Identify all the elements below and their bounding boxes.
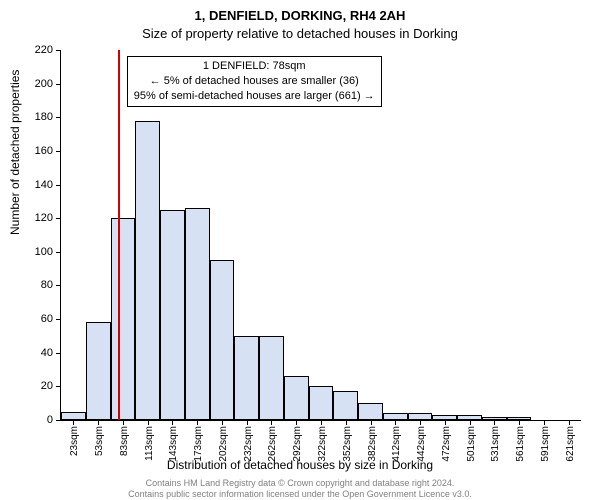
x-tick-label: 561sqm xyxy=(515,426,526,462)
x-tick-label: 412sqm xyxy=(391,426,402,462)
y-tick-label: 120 xyxy=(35,212,53,224)
x-tick-label: 113sqm xyxy=(144,426,155,461)
x-tick xyxy=(98,420,99,425)
x-tick-label: 621sqm xyxy=(565,426,576,462)
x-tick-label: 143sqm xyxy=(168,426,179,462)
y-tick-label: 0 xyxy=(47,414,53,426)
y-tick xyxy=(56,386,61,387)
y-tick xyxy=(56,117,61,118)
y-tick-label: 160 xyxy=(35,145,53,157)
plot-area: 1 DENFIELD: 78sqm ← 5% of detached house… xyxy=(60,50,581,421)
y-tick xyxy=(56,252,61,253)
x-tick-label: 23sqm xyxy=(69,426,80,456)
y-tick-label: 220 xyxy=(35,44,53,56)
x-tick xyxy=(470,420,471,425)
x-tick-label: 501sqm xyxy=(466,426,477,462)
x-tick xyxy=(172,420,173,425)
x-tick xyxy=(544,420,545,425)
annotation-line-3: 95% of semi-detached houses are larger (… xyxy=(134,89,375,104)
x-tick xyxy=(123,420,124,425)
title-line-1: 1, DENFIELD, DORKING, RH4 2AH xyxy=(0,8,600,23)
y-tick-label: 60 xyxy=(41,313,53,325)
x-tick xyxy=(494,420,495,425)
histogram-bar xyxy=(284,376,309,420)
y-axis-title: Number of detached properties xyxy=(8,70,22,235)
x-tick-label: 173sqm xyxy=(193,426,204,462)
histogram-bar xyxy=(383,413,408,420)
y-tick-label: 20 xyxy=(41,380,53,392)
x-tick xyxy=(346,420,347,425)
histogram-bar xyxy=(135,121,160,420)
y-tick-label: 200 xyxy=(35,78,53,90)
footer-text: Contains HM Land Registry data © Crown c… xyxy=(0,478,600,500)
histogram-bar xyxy=(259,336,284,420)
y-tick xyxy=(56,285,61,286)
x-tick xyxy=(321,420,322,425)
x-tick xyxy=(371,420,372,425)
x-tick xyxy=(395,420,396,425)
x-tick xyxy=(73,420,74,425)
x-axis-title: Distribution of detached houses by size … xyxy=(0,458,600,472)
y-tick xyxy=(56,84,61,85)
x-tick xyxy=(569,420,570,425)
histogram-bar xyxy=(358,403,383,420)
y-tick xyxy=(56,319,61,320)
x-tick xyxy=(519,420,520,425)
histogram-bar xyxy=(61,412,86,420)
histogram-bar xyxy=(408,413,433,420)
x-tick-label: 53sqm xyxy=(94,426,105,456)
y-tick-label: 100 xyxy=(35,246,53,258)
x-tick-label: 262sqm xyxy=(267,426,278,462)
annotation-box: 1 DENFIELD: 78sqm ← 5% of detached house… xyxy=(127,56,382,107)
y-tick xyxy=(56,50,61,51)
y-tick-label: 80 xyxy=(41,279,53,291)
x-tick xyxy=(420,420,421,425)
histogram-bar xyxy=(210,260,235,420)
histogram-bar xyxy=(160,210,185,420)
histogram-bar xyxy=(333,391,358,420)
y-tick xyxy=(56,420,61,421)
x-tick-label: 472sqm xyxy=(441,426,452,462)
histogram-bar xyxy=(309,386,334,420)
reference-line xyxy=(118,50,120,420)
y-tick-label: 180 xyxy=(35,111,53,123)
footer-line-2: Contains public sector information licen… xyxy=(0,489,600,500)
x-tick xyxy=(445,420,446,425)
x-tick xyxy=(296,420,297,425)
title-line-2: Size of property relative to detached ho… xyxy=(0,26,600,41)
x-tick-label: 531sqm xyxy=(490,426,501,462)
x-tick xyxy=(197,420,198,425)
x-tick xyxy=(148,420,149,425)
y-tick xyxy=(56,218,61,219)
x-tick-label: 83sqm xyxy=(119,426,130,456)
x-tick-label: 382sqm xyxy=(367,426,378,462)
x-tick-label: 442sqm xyxy=(416,426,427,462)
y-tick xyxy=(56,151,61,152)
x-tick xyxy=(247,420,248,425)
annotation-line-2: ← 5% of detached houses are smaller (36) xyxy=(134,74,375,89)
histogram-bar xyxy=(86,322,111,420)
y-tick xyxy=(56,185,61,186)
x-tick xyxy=(271,420,272,425)
x-tick xyxy=(222,420,223,425)
chart-container: 1, DENFIELD, DORKING, RH4 2AH Size of pr… xyxy=(0,0,600,500)
x-tick-label: 232sqm xyxy=(243,426,254,462)
x-tick-label: 202sqm xyxy=(218,426,229,462)
x-tick-label: 292sqm xyxy=(292,426,303,462)
footer-line-1: Contains HM Land Registry data © Crown c… xyxy=(0,478,600,489)
annotation-line-1: 1 DENFIELD: 78sqm xyxy=(134,59,375,74)
histogram-bar xyxy=(111,218,136,420)
histogram-bar xyxy=(185,208,210,420)
x-tick-label: 352sqm xyxy=(342,426,353,462)
y-tick-label: 40 xyxy=(41,347,53,359)
x-tick-label: 322sqm xyxy=(317,426,328,462)
histogram-bar xyxy=(234,336,259,420)
x-tick-label: 591sqm xyxy=(540,426,551,462)
y-tick xyxy=(56,353,61,354)
y-tick-label: 140 xyxy=(35,179,53,191)
